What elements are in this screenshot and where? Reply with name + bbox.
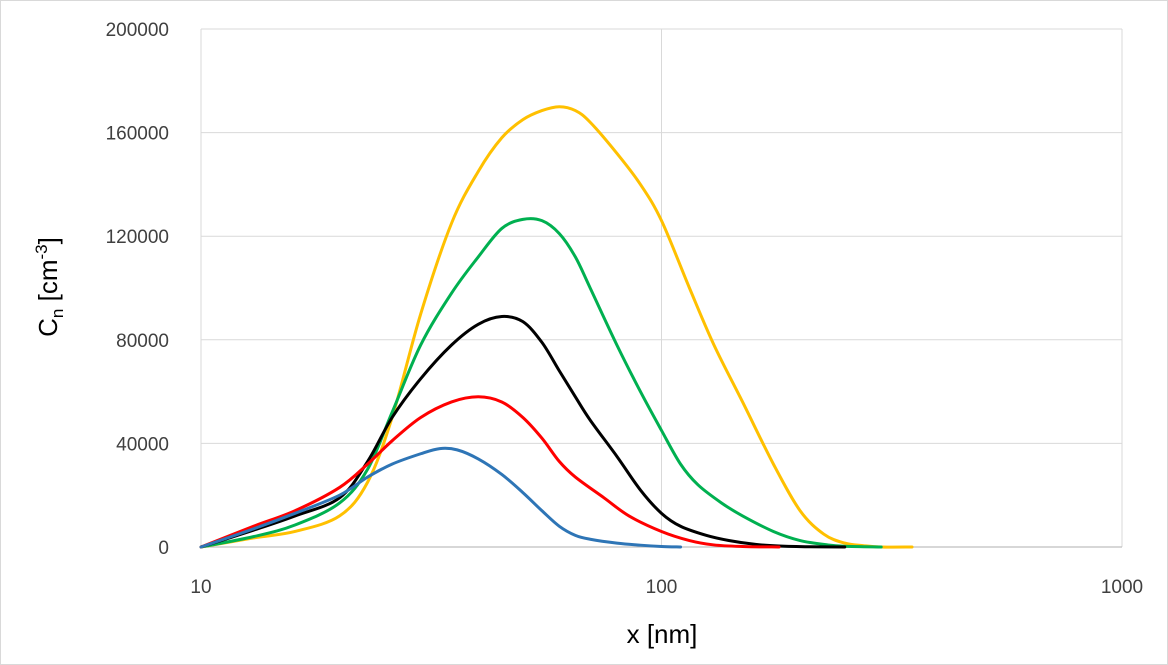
x-axis-title: x [nm]: [627, 619, 698, 649]
y-axis-title-close: ]: [33, 237, 63, 244]
y-axis-title-sup: -3: [32, 244, 51, 259]
series-line-3: [199, 314, 847, 549]
series-line-2: [199, 217, 883, 549]
y-axis-title-base: C: [33, 318, 63, 337]
x-axis-ticks: 10 100 1000: [190, 577, 1143, 598]
y-tick-label: 0: [158, 538, 169, 559]
series-line-4: [199, 395, 781, 549]
x-tick-label: 10: [190, 577, 211, 598]
y-axis-title: Cn [cm-3]: [32, 237, 67, 337]
x-tick-label: 100: [646, 577, 678, 598]
x-tick-label: 1000: [1101, 577, 1143, 598]
y-axis-title-unit: [cm: [33, 260, 63, 309]
y-tick-label: 200000: [106, 20, 169, 41]
gridlines: [200, 28, 1123, 548]
y-tick-label: 120000: [106, 227, 169, 248]
series-line-1: [199, 105, 914, 549]
series-lines: [199, 105, 914, 549]
series-line-5: [199, 446, 683, 549]
y-tick-label: 80000: [116, 331, 169, 352]
y-tick-label: 160000: [106, 124, 169, 145]
y-tick-label: 40000: [116, 434, 169, 455]
y-axis-title-sub: n: [48, 309, 67, 318]
y-axis-ticks: 0 40000 80000 120000 160000 200000: [106, 20, 169, 559]
